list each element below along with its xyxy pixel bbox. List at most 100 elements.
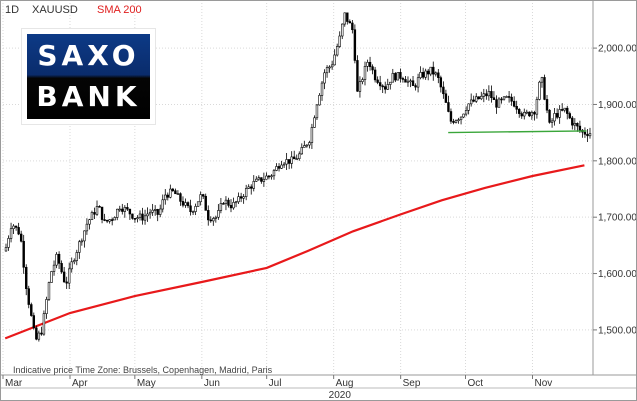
candle-body bbox=[194, 206, 197, 212]
candle-body bbox=[583, 131, 587, 135]
candle-body bbox=[492, 97, 496, 100]
candle-body bbox=[563, 107, 566, 111]
candle-body bbox=[308, 142, 311, 146]
candle-body bbox=[510, 96, 513, 102]
candle-body bbox=[419, 72, 422, 79]
candle-body bbox=[401, 78, 405, 80]
candle-body bbox=[176, 193, 180, 195]
candle-body bbox=[310, 127, 314, 143]
y-axis: 1,500.000 1,600.000 1,700.000 1,800.000 1,90… bbox=[592, 1, 636, 375]
candle-body bbox=[550, 120, 554, 123]
candle-body bbox=[219, 203, 223, 211]
candle-body bbox=[55, 253, 58, 266]
candle-body bbox=[384, 86, 387, 90]
x-tick-label: Aug bbox=[336, 378, 354, 389]
candle-body bbox=[229, 205, 233, 209]
y-tick-label: 1,700.000 bbox=[598, 213, 636, 224]
candle-body bbox=[156, 209, 159, 215]
candle-body bbox=[143, 215, 147, 221]
candle-body bbox=[523, 112, 526, 117]
candle-body bbox=[138, 213, 142, 218]
candle-body bbox=[457, 119, 460, 122]
candle-body bbox=[171, 188, 175, 192]
candle-body bbox=[571, 117, 574, 126]
candle-body bbox=[123, 207, 127, 212]
candle-body bbox=[166, 194, 170, 198]
candle-body bbox=[27, 288, 30, 305]
candle-body bbox=[454, 120, 458, 123]
candle-body bbox=[153, 209, 157, 211]
support-line bbox=[448, 130, 587, 134]
candle-body bbox=[118, 208, 121, 211]
symbol-label[interactable]: XAUUSD bbox=[32, 4, 78, 16]
candle-body bbox=[131, 213, 134, 219]
candle-body bbox=[477, 96, 480, 100]
candle-body bbox=[164, 194, 167, 201]
candle-body bbox=[267, 175, 271, 178]
candle-body bbox=[429, 66, 432, 75]
candle-body bbox=[9, 228, 13, 239]
candles-layer bbox=[4, 12, 592, 342]
candle-body bbox=[113, 217, 116, 221]
y-tick-label: 1,600.000 bbox=[598, 269, 636, 280]
candle-body bbox=[543, 77, 546, 100]
candle-body bbox=[244, 188, 248, 197]
candle-body bbox=[464, 110, 468, 115]
saxo-bank-logo: SAXO BANK bbox=[22, 29, 155, 124]
candle-body bbox=[45, 299, 48, 315]
candle-body bbox=[298, 153, 301, 160]
candle-body bbox=[469, 99, 473, 105]
candle-body bbox=[353, 29, 357, 61]
candle-body bbox=[490, 91, 493, 99]
candle-body bbox=[262, 178, 266, 182]
candle-body bbox=[578, 125, 582, 131]
candle-body bbox=[136, 217, 139, 220]
candle-body bbox=[449, 111, 453, 122]
candle-body bbox=[57, 253, 61, 264]
candle-body bbox=[424, 70, 427, 78]
x-tick-label: Jul bbox=[269, 378, 282, 389]
candle-body bbox=[409, 80, 412, 83]
candle-body bbox=[396, 72, 400, 81]
candle-body bbox=[37, 332, 41, 340]
candle-body bbox=[361, 79, 364, 82]
y-tick-label: 1,500.000 bbox=[598, 325, 636, 336]
candle-body bbox=[437, 72, 440, 78]
candle-body bbox=[201, 194, 205, 197]
candle-body bbox=[434, 72, 437, 75]
candle-body bbox=[65, 281, 68, 284]
candle-body bbox=[227, 199, 230, 206]
candle-body bbox=[576, 123, 579, 127]
candle-body bbox=[174, 190, 177, 195]
candle-body bbox=[255, 178, 258, 182]
candle-body bbox=[416, 77, 420, 88]
x-tick-label: May bbox=[137, 378, 156, 389]
candle-body bbox=[42, 313, 46, 335]
candle-body bbox=[242, 196, 245, 199]
candle-body bbox=[325, 67, 329, 74]
timeframe-label[interactable]: 1D bbox=[5, 4, 20, 16]
candle-body bbox=[272, 170, 276, 177]
candle-body bbox=[391, 73, 395, 83]
candle-body bbox=[108, 219, 111, 222]
candle-body bbox=[421, 72, 425, 78]
candle-body bbox=[78, 241, 81, 253]
candle-body bbox=[116, 208, 119, 218]
candle-body bbox=[70, 261, 73, 270]
indicator-label[interactable]: SMA 200 bbox=[97, 4, 142, 16]
candle-body bbox=[507, 96, 511, 98]
logo-line2: BANK bbox=[36, 80, 141, 113]
candle-body bbox=[518, 108, 521, 114]
candle-body bbox=[133, 218, 137, 220]
candle-body bbox=[90, 212, 94, 221]
candle-body bbox=[588, 133, 592, 137]
x-tick-label: Jun bbox=[204, 378, 220, 389]
candle-body bbox=[566, 107, 569, 114]
candle-body bbox=[257, 177, 261, 180]
candle-body bbox=[105, 219, 109, 222]
candle-body bbox=[394, 73, 397, 81]
candle-body bbox=[480, 95, 483, 100]
x-tick-label: Nov bbox=[534, 378, 552, 389]
sma-line bbox=[4, 164, 585, 340]
